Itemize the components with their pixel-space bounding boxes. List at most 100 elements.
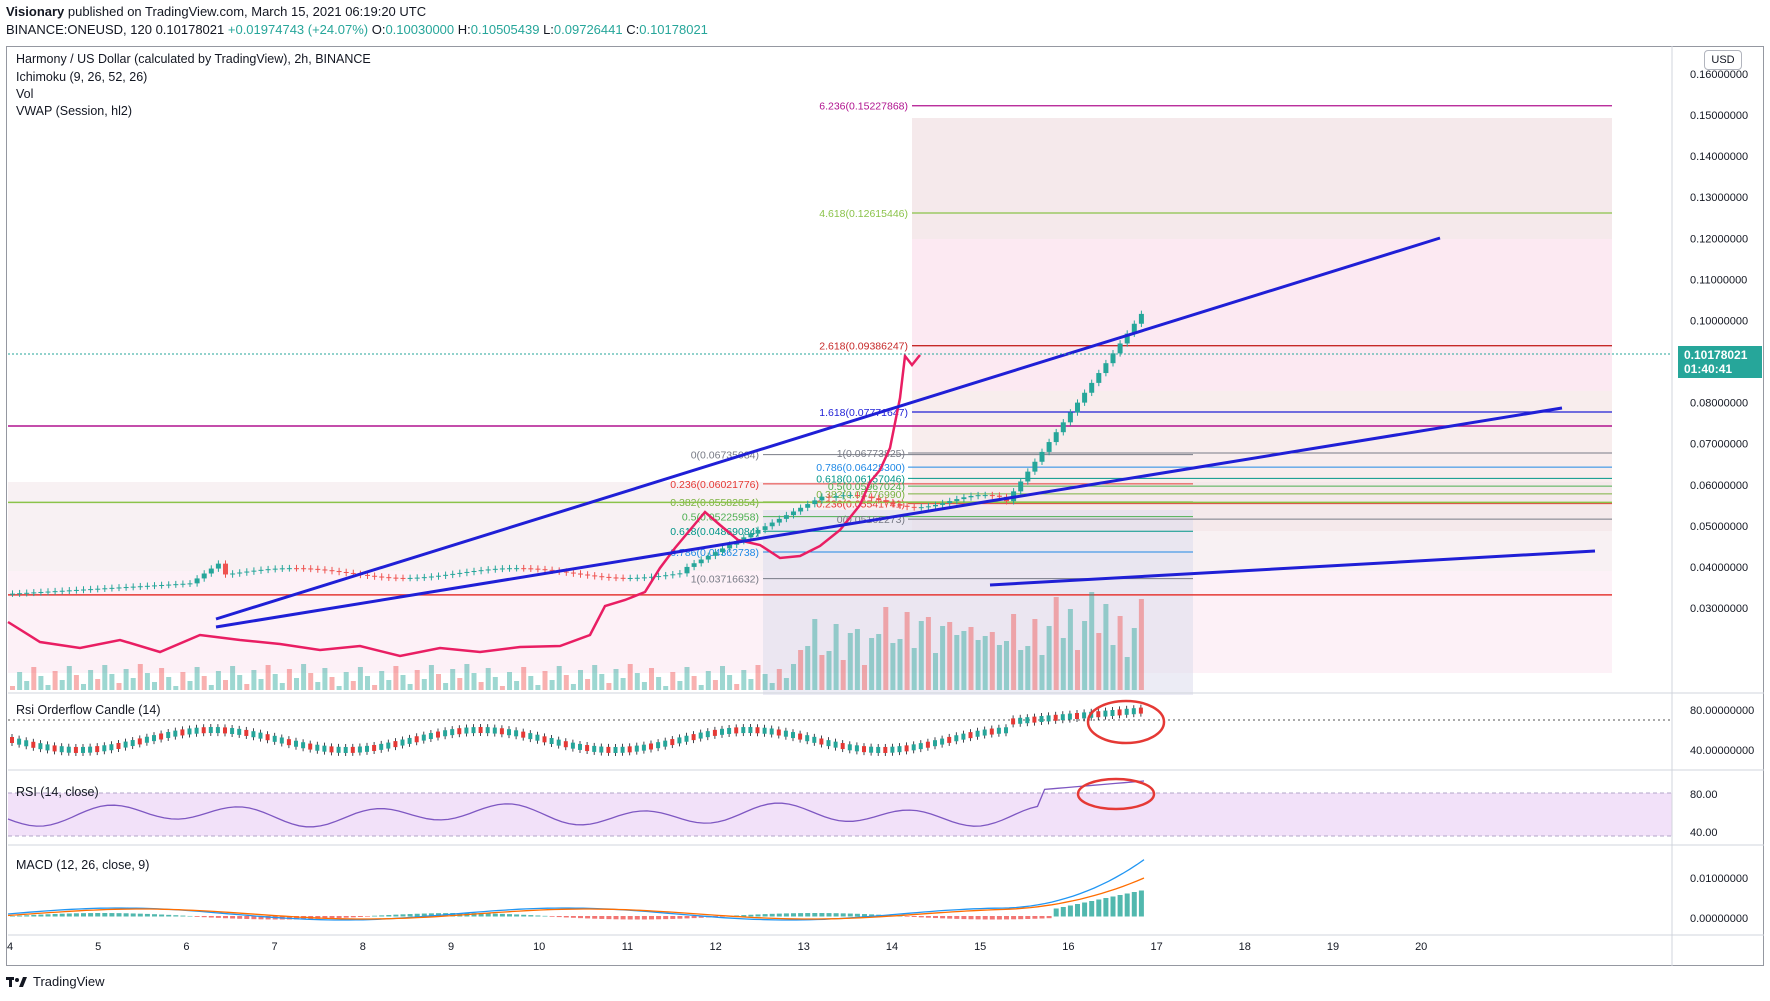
volume-bar <box>798 650 804 690</box>
legend-vwap[interactable]: VWAP (Session, hl2) <box>16 104 133 118</box>
macd-bar <box>1067 905 1073 917</box>
volume-bar <box>116 683 122 690</box>
candle-body <box>393 577 399 579</box>
volume-bar <box>166 677 172 690</box>
macd-bar <box>322 916 328 919</box>
macd-bar <box>350 916 356 918</box>
macd-bar <box>641 916 647 920</box>
candle-body <box>897 504 903 506</box>
orderflow-body <box>272 735 277 742</box>
candle-body <box>265 569 271 571</box>
legend-macd[interactable]: MACD (12, 26, close, 9) <box>16 858 150 872</box>
chart-frame[interactable] <box>6 46 1764 966</box>
price-axis: 0.16000000 0.15000000 0.14000000 0.13000000… <box>1690 69 1748 615</box>
candle-body <box>918 507 924 509</box>
candle-body <box>130 586 136 588</box>
author-name[interactable]: Visionary <box>6 4 65 19</box>
candle-body <box>400 577 406 579</box>
macd-bar <box>414 913 420 917</box>
candle-body <box>613 577 619 579</box>
volume-bar <box>826 651 832 690</box>
candle-body <box>940 503 946 505</box>
orderflow-body <box>1096 711 1101 718</box>
volume-bar <box>705 671 711 690</box>
macd-bar <box>478 913 484 917</box>
close-value: 0.10178021 <box>639 22 708 37</box>
candle-body <box>436 575 441 577</box>
volume-bar <box>968 627 974 690</box>
orderflow-body <box>478 727 483 734</box>
volume-bar <box>805 646 811 690</box>
volume-bar <box>294 678 299 690</box>
volume-bar <box>585 679 591 690</box>
orderflow-body <box>357 746 362 753</box>
volume-bar <box>1039 655 1045 690</box>
volume-bar <box>478 682 484 690</box>
macd-bar <box>1082 902 1088 917</box>
orderflow-body <box>833 741 838 748</box>
macd-bar <box>180 915 186 917</box>
candle-body <box>144 585 150 587</box>
macd-bar <box>925 916 931 918</box>
candle-body <box>10 593 15 595</box>
candle-body <box>883 500 889 503</box>
candle-body <box>1053 432 1059 443</box>
volume-bar <box>840 660 846 690</box>
volume-bar <box>102 665 108 690</box>
trendline-lower <box>989 549 1596 587</box>
candle-body <box>819 496 825 501</box>
macd-bar <box>194 916 200 917</box>
candle-body <box>1046 442 1052 452</box>
candle-body <box>237 572 243 574</box>
orderflow-body <box>791 732 795 739</box>
orderflow-body <box>244 729 249 736</box>
x-tick-label: 12 <box>709 941 721 953</box>
orderflow-body <box>933 740 937 747</box>
candle-body <box>684 566 690 574</box>
macd-bar <box>940 916 946 919</box>
projection-zone <box>763 510 1193 695</box>
orderflow-body <box>755 727 760 734</box>
annotation-circle-orderflow <box>1086 699 1166 745</box>
orderflow-body <box>641 744 646 751</box>
macd-bar <box>791 913 796 917</box>
orderflow-body <box>88 746 93 753</box>
macd-bar <box>421 913 427 917</box>
legend-rsi-orderflow[interactable]: Rsi Orderflow Candle (14) <box>16 703 161 717</box>
macd-bar <box>10 916 15 917</box>
orderflow-body <box>869 746 874 753</box>
candle-body <box>223 563 228 575</box>
volume-bar <box>769 683 775 690</box>
legend-vol[interactable]: Vol <box>16 87 34 101</box>
orderflow-body <box>492 727 497 734</box>
orderflow-body <box>66 746 71 753</box>
legend-rsi[interactable]: RSI (14, close) <box>16 785 99 799</box>
candle-body <box>329 570 335 572</box>
candle-body <box>549 569 555 571</box>
candle-body <box>641 577 647 579</box>
fib-retracement-label: 0.236(0.06021776) <box>670 479 759 491</box>
macd-bar <box>663 916 669 920</box>
orderflow-body <box>776 729 781 736</box>
orderflow-body <box>393 741 398 748</box>
volume-bar <box>599 674 605 690</box>
orderflow-body <box>329 746 334 753</box>
volume-bar <box>365 676 370 690</box>
orderflow-body <box>627 746 632 753</box>
low-value: 0.09726441 <box>553 22 623 37</box>
currency-button[interactable]: USD <box>1704 50 1742 70</box>
volume-bar <box>1011 614 1017 690</box>
macd-bar <box>137 913 143 917</box>
volume-bar <box>1131 628 1137 690</box>
orderflow-body <box>940 738 945 745</box>
footer-brand[interactable]: TradingView <box>6 974 105 989</box>
volume-bar <box>144 673 150 690</box>
orderflow-body <box>152 735 156 742</box>
orderflow-body <box>17 738 22 745</box>
orderflow-body <box>542 736 547 743</box>
candle-body <box>1089 382 1095 393</box>
volume-bar <box>876 634 882 690</box>
volume-bar <box>215 671 221 690</box>
legend-ichimoku[interactable]: Ichimoku (9, 26, 52, 26) <box>16 70 148 84</box>
